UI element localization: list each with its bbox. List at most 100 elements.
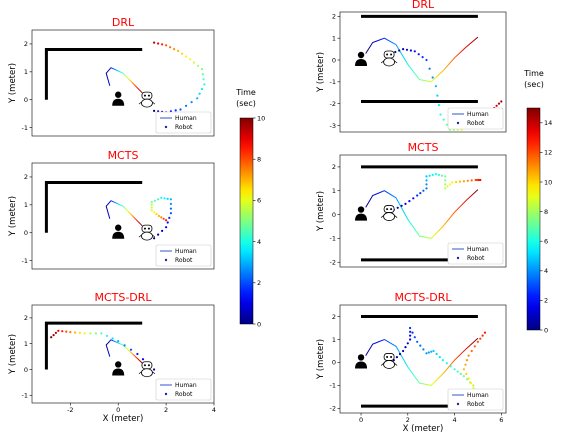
robot-point: [451, 181, 454, 184]
robot-point: [165, 44, 168, 47]
legend-human-label: Human: [175, 248, 197, 255]
robot-point: [448, 183, 451, 186]
robot-point: [52, 334, 55, 337]
y-tick-label: 2: [332, 13, 336, 21]
robot-point: [422, 189, 425, 192]
legend-robot-label: Robot: [175, 124, 193, 131]
y-tick-label: 1: [24, 340, 28, 348]
robot-icon-eye: [390, 355, 393, 358]
robot-point: [179, 108, 182, 111]
robot-icon-body: [141, 368, 153, 378]
robot-point: [201, 73, 204, 76]
robot-point: [117, 340, 120, 343]
robot-point: [123, 344, 126, 347]
human-icon-body: [112, 98, 125, 106]
robot-point: [497, 102, 501, 105]
y-tick-label: -2: [330, 100, 336, 108]
robot-point: [157, 42, 160, 45]
human-icon-body: [112, 368, 125, 376]
robot-point: [141, 358, 145, 361]
x-tick-label: 2: [164, 406, 168, 414]
robot-point: [153, 368, 156, 371]
robot-point: [402, 48, 405, 51]
robot-point: [481, 334, 484, 337]
robot-icon-eye: [147, 94, 150, 97]
robot-point: [161, 229, 164, 232]
human-icon-body: [355, 361, 368, 369]
robot-icon-body: [383, 360, 395, 369]
robot-point: [437, 104, 441, 107]
robot-point: [472, 384, 475, 387]
robot-point: [439, 113, 442, 116]
robot-point: [192, 61, 196, 64]
legend-human-label: Human: [175, 382, 197, 389]
robot-icon-eye: [386, 355, 389, 358]
y-tick-label: -2: [330, 405, 336, 413]
legend-box: [447, 107, 504, 130]
robot-point: [105, 334, 109, 337]
y-tick-label: -1: [330, 235, 336, 243]
y-tick-label: 1: [332, 34, 336, 42]
robot-point: [425, 352, 428, 355]
robot-point: [432, 349, 435, 353]
robot-point: [465, 372, 468, 375]
robot-point: [444, 179, 447, 182]
colorbar-label: (sec): [236, 99, 256, 108]
legend-human-label: Human: [175, 115, 197, 122]
y-tick-label: -1: [22, 392, 28, 400]
robot-point: [431, 76, 434, 79]
robot-point: [111, 337, 114, 340]
robot-point: [436, 94, 439, 97]
robot-point: [409, 49, 412, 52]
colorbar-tick-label: 6: [544, 238, 548, 246]
robot-icon-body: [383, 57, 395, 67]
y-tick-label: -1: [330, 382, 336, 390]
x-tick-label: 0: [359, 416, 363, 424]
robot-point: [449, 365, 452, 368]
legend-box: [155, 111, 212, 134]
robot-icon-eye: [147, 227, 150, 230]
y-tick-label: 0: [332, 56, 336, 64]
robot-point: [185, 55, 188, 58]
y-axis-label: Y (meter): [316, 52, 326, 93]
plot-title: MCTS: [408, 141, 439, 154]
robot-point: [196, 97, 199, 100]
robot-point: [189, 58, 192, 61]
robot-point: [419, 192, 422, 195]
robot-point: [65, 330, 68, 333]
y-tick-label: 2: [24, 314, 28, 322]
robot-point: [157, 233, 160, 236]
robot-point: [425, 187, 428, 190]
robot-point: [162, 217, 165, 220]
robot-point: [441, 174, 444, 177]
robot-point: [402, 349, 405, 353]
robot-icon-body: [383, 212, 395, 221]
colorbar-label: Time: [235, 88, 256, 97]
human-icon: [357, 354, 365, 361]
y-tick-label: 2: [332, 163, 336, 171]
robot-point: [412, 197, 415, 200]
robot-point: [169, 207, 172, 210]
robot-point: [200, 87, 204, 91]
robot-icon: [141, 361, 153, 370]
y-tick-label: 0: [24, 366, 28, 374]
wall: [44, 181, 143, 233]
y-tick-label: 0: [24, 229, 28, 237]
x-tick-label: -2: [67, 406, 73, 414]
robot-point: [395, 356, 398, 359]
robot-point: [473, 345, 476, 348]
robot-icon-eye: [390, 208, 393, 211]
y-tick-label: 0: [332, 211, 336, 219]
x-tick-label: 4: [212, 406, 216, 414]
robot-icon-arm: [380, 363, 384, 366]
robot-icon-body: [141, 231, 153, 241]
robot-icon-body: [141, 98, 153, 108]
robot-point: [174, 109, 177, 112]
y-tick-label: 1: [332, 187, 336, 195]
legend-robot-dot: [164, 392, 168, 396]
robot-point: [413, 50, 416, 53]
human-icon-body: [112, 231, 125, 239]
y-tick-label: 2: [24, 40, 28, 48]
robot-point: [430, 350, 433, 353]
robot-icon: [141, 91, 153, 100]
